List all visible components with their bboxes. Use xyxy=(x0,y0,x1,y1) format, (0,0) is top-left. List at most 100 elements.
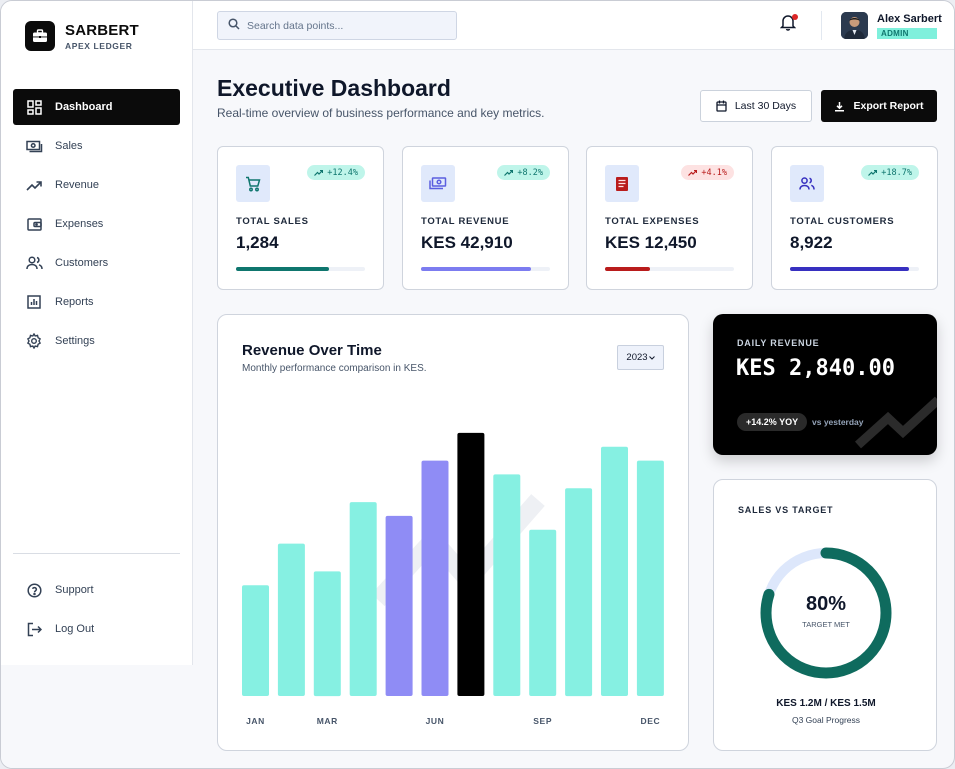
sales-target-percent: 80% xyxy=(805,593,847,615)
chart-title: Revenue Over Time xyxy=(242,342,382,359)
sidebar-item-label: Log Out xyxy=(55,623,95,635)
stat-progress-fill xyxy=(790,267,909,271)
download-icon xyxy=(834,101,845,112)
topbar: Alex Sarbert ADMIN xyxy=(193,1,954,50)
cash-icon xyxy=(421,165,455,202)
cash-icon xyxy=(25,137,43,155)
bar-may[interactable] xyxy=(385,515,413,696)
x-tick-label: DEC xyxy=(641,716,661,726)
year-select[interactable]: 2023 xyxy=(617,345,664,370)
daily-revenue-label: DAILY REVENUE xyxy=(737,338,820,348)
sidebar-item-label: Reports xyxy=(55,296,94,308)
daily-revenue-compare: vs yesterday xyxy=(812,417,864,427)
search-box[interactable] xyxy=(217,11,457,40)
stat-card-total-revenue[interactable]: +8.2% TOTAL REVENUE KES 42,910 xyxy=(402,146,569,290)
x-tick-label: JUN xyxy=(426,716,445,726)
stat-value: KES 12,450 xyxy=(605,233,697,252)
date-range-button[interactable]: Last 30 Days xyxy=(700,90,812,122)
page-title: Executive Dashboard xyxy=(217,75,451,101)
user-role-badge: ADMIN xyxy=(877,28,937,39)
trending-up-icon xyxy=(853,390,937,455)
trending-up-icon xyxy=(868,169,878,176)
dashboard-icon xyxy=(25,98,43,116)
date-range-label: Last 30 Days xyxy=(734,100,797,112)
stat-value: 1,284 xyxy=(236,233,279,252)
briefcase-icon xyxy=(25,21,55,51)
sidebar-divider xyxy=(13,553,180,554)
stat-change-badge: +4.1% xyxy=(681,165,734,180)
notification-bell-icon[interactable] xyxy=(779,13,798,33)
calendar-icon xyxy=(716,100,727,112)
brand[interactable]: SARBERT APEX LEDGER xyxy=(25,21,139,51)
sidebar-item-label: Support xyxy=(55,584,94,596)
x-tick-label: MAR xyxy=(317,716,338,726)
chevron-down-icon xyxy=(648,355,655,360)
logout-icon xyxy=(25,620,43,638)
export-report-button[interactable]: Export Report xyxy=(821,90,937,122)
bar-oct[interactable] xyxy=(565,488,593,697)
stat-change-badge: +8.2% xyxy=(497,165,550,180)
search-icon xyxy=(228,17,240,35)
bar-chart-icon xyxy=(25,293,43,311)
revenue-chart-card: JAN MAR JUN SEP DEC Revenue Over Time Monthl… xyxy=(217,314,689,751)
export-report-label: Export Report xyxy=(853,100,924,112)
bar-jan[interactable] xyxy=(242,585,269,696)
page-subtitle: Real-time overview of business performan… xyxy=(217,106,545,120)
sidebar-bottom-nav: Support Log Out xyxy=(13,572,180,650)
stat-card-total-sales[interactable]: +12.4% TOTAL SALES 1,284 xyxy=(217,146,384,290)
chart-subtitle: Monthly performance comparison in KES. xyxy=(242,363,427,374)
stat-change-value: +4.1% xyxy=(701,167,727,178)
sidebar-item-support[interactable]: Support xyxy=(13,572,180,608)
sales-target-note: Q3 Goal Progress xyxy=(791,715,861,725)
sidebar-item-customers[interactable]: Customers xyxy=(13,245,180,281)
gear-icon xyxy=(25,332,43,350)
bar-jul[interactable] xyxy=(457,432,485,696)
stat-change-value: +18.7% xyxy=(881,167,912,178)
sidebar-item-reports[interactable]: Reports xyxy=(13,284,180,320)
bar-nov[interactable] xyxy=(601,446,628,696)
sidebar-item-revenue[interactable]: Revenue xyxy=(13,167,180,203)
brand-name: SARBERT xyxy=(65,21,139,39)
stat-value: 8,922 xyxy=(790,233,833,252)
sidebar-item-settings[interactable]: Settings xyxy=(13,323,180,359)
stat-label: TOTAL CUSTOMERS xyxy=(790,216,895,227)
sidebar-item-label: Settings xyxy=(55,335,95,347)
bar-aug[interactable] xyxy=(493,474,521,696)
help-icon xyxy=(25,581,43,599)
search-input[interactable] xyxy=(247,19,447,32)
stat-card-total-expenses[interactable]: +4.1% TOTAL EXPENSES KES 12,450 xyxy=(586,146,753,290)
users-icon xyxy=(25,254,43,272)
trending-up-icon xyxy=(688,169,698,176)
user-name: Alex Sarbert xyxy=(877,13,942,25)
stat-card-total-customers[interactable]: +18.7% TOTAL CUSTOMERS 8,922 xyxy=(771,146,938,290)
trending-up-icon xyxy=(504,169,514,176)
year-select-value: 2023 xyxy=(626,352,648,363)
sales-target-ring xyxy=(760,547,892,679)
daily-revenue-card: DAILY REVENUE KES 2,840.00 +14.2% YOY vs… xyxy=(713,314,937,455)
receipt-icon xyxy=(605,165,639,202)
bar-feb[interactable] xyxy=(277,543,305,696)
sidebar-item-expenses[interactable]: Expenses xyxy=(13,206,180,242)
daily-revenue-change-badge: +14.2% YOY xyxy=(737,413,808,431)
avatar[interactable] xyxy=(841,12,868,39)
sidebar-item-dashboard[interactable]: Dashboard xyxy=(13,89,180,125)
stat-change-badge: +18.7% xyxy=(861,165,919,180)
stat-label: TOTAL SALES xyxy=(236,216,309,227)
topbar-divider xyxy=(821,11,822,40)
x-tick-label: SEP xyxy=(533,716,552,726)
bar-dec[interactable] xyxy=(636,460,664,696)
bar-apr[interactable] xyxy=(349,502,377,696)
stat-label: TOTAL REVENUE xyxy=(421,216,510,227)
stat-progress-fill xyxy=(236,267,329,271)
bar-mar[interactable] xyxy=(313,571,341,697)
stat-progress-track xyxy=(790,267,919,271)
wallet-icon xyxy=(25,215,43,233)
stat-value: KES 42,910 xyxy=(421,233,513,252)
bar-sep[interactable] xyxy=(529,529,557,696)
stat-change-value: +12.4% xyxy=(327,167,358,178)
sidebar-item-logout[interactable]: Log Out xyxy=(13,611,180,647)
sidebar-item-sales[interactable]: Sales xyxy=(13,128,180,164)
stat-change-badge: +12.4% xyxy=(307,165,365,180)
bar-jun[interactable] xyxy=(421,460,449,696)
